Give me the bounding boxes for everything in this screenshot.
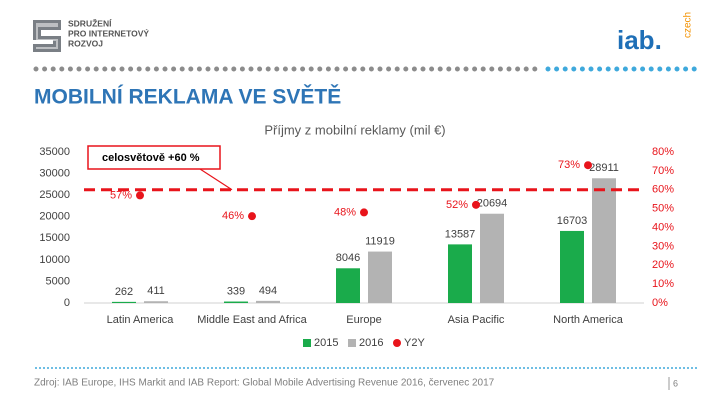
bar xyxy=(560,230,584,303)
y2y-label: 73% xyxy=(558,159,580,171)
y2-tick-label: 60% xyxy=(652,184,674,196)
y-tick-label: 25000 xyxy=(39,189,70,201)
callout-connector xyxy=(199,168,233,191)
logo-text: PRO INTERNETOVÝ xyxy=(68,27,149,38)
logo-text: SDRUŽENÍ xyxy=(68,17,112,28)
y2-tick-label: 70% xyxy=(652,165,674,177)
bar-value-label: 262 xyxy=(115,286,133,298)
x-tick-label: Asia Pacific xyxy=(448,314,505,326)
chart-title: Příjmy z mobilní reklamy (mil €) xyxy=(264,122,445,137)
x-tick-label: Middle East and Africa xyxy=(197,314,307,326)
logo-icon xyxy=(33,20,61,52)
y2y-dot xyxy=(248,212,256,221)
logo-iab: iab. xyxy=(617,25,662,55)
bar-value-label: 16703 xyxy=(557,215,588,227)
y2y-dot xyxy=(360,208,368,217)
y2-tick-label: 0% xyxy=(652,297,668,309)
x-tick-label: North America xyxy=(553,314,624,326)
bar xyxy=(112,301,136,303)
bar-value-label: 339 xyxy=(227,285,245,297)
y-tick-label: 0 xyxy=(64,297,70,309)
x-tick-label: Latin America xyxy=(107,314,175,326)
legend-label: Y2Y xyxy=(404,337,425,349)
y2y-label: 57% xyxy=(110,189,132,201)
bar-value-label: 8046 xyxy=(336,252,360,264)
legend-label: 2016 xyxy=(359,337,383,349)
y2y-label: 52% xyxy=(446,199,468,211)
legend-swatch xyxy=(393,339,401,347)
bar xyxy=(256,300,280,303)
bar-value-label: 13587 xyxy=(445,228,476,240)
y2y-dot xyxy=(472,200,480,209)
y-tick-label: 30000 xyxy=(39,167,70,179)
y2-tick-label: 80% xyxy=(652,146,674,158)
y2y-label: 48% xyxy=(334,206,356,218)
legend-swatch xyxy=(303,339,311,347)
y-tick-label: 5000 xyxy=(46,275,70,287)
y2y-dot xyxy=(584,161,592,170)
bar xyxy=(144,301,168,303)
slide-title: MOBILNÍ REKLAMA VE SVĚTĚ xyxy=(34,85,341,109)
y-tick-label: 15000 xyxy=(39,232,70,244)
bar xyxy=(224,301,248,303)
y2-tick-label: 40% xyxy=(652,221,674,233)
y2-tick-label: 20% xyxy=(652,259,674,271)
bar xyxy=(592,178,616,303)
y2-tick-label: 30% xyxy=(652,240,674,252)
y2-tick-label: 10% xyxy=(652,278,674,290)
legend-swatch xyxy=(348,339,356,347)
logo-text: ROZVOJ xyxy=(68,38,103,48)
bar xyxy=(368,251,392,303)
x-tick-label: Europe xyxy=(346,314,381,326)
y2-tick-label: 50% xyxy=(652,203,674,215)
bar xyxy=(336,268,360,303)
y-tick-label: 10000 xyxy=(39,254,70,266)
page-number: 6 xyxy=(673,378,678,388)
logo-sub: czech xyxy=(683,12,694,38)
bar-value-label: 411 xyxy=(147,285,165,297)
y-tick-label: 20000 xyxy=(39,211,70,223)
bar-value-label: 28911 xyxy=(589,162,619,174)
callout-label: celosvětově +60 % xyxy=(102,152,200,164)
source: Zdroj: IAB Europe, IHS Markit and IAB Re… xyxy=(34,378,495,389)
callout-box xyxy=(87,145,221,170)
bar-value-label: 11919 xyxy=(365,235,395,247)
legend-label: 2015 xyxy=(314,337,338,349)
y2y-label: 46% xyxy=(222,210,244,222)
bar-value-label: 494 xyxy=(259,285,277,297)
bar xyxy=(480,213,504,303)
y2y-dot xyxy=(136,191,144,200)
y-tick-label: 35000 xyxy=(39,146,70,158)
bar xyxy=(448,244,472,303)
bar-value-label: 20694 xyxy=(477,198,508,210)
